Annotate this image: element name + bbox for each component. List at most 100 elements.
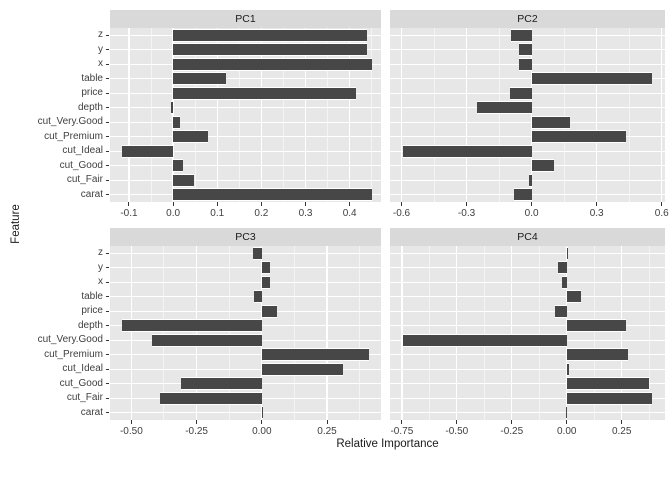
bar-pc1-cut_Very.Good <box>173 115 180 129</box>
x-tick-label: 0.6 <box>654 207 669 219</box>
x-tick-label: -0.6 <box>392 207 411 219</box>
grid-major-x <box>261 246 263 420</box>
x-tick-mark <box>349 202 351 206</box>
y-tick-mark <box>105 34 109 36</box>
x-tick-mark <box>196 420 198 424</box>
y-tick-mark <box>105 310 109 312</box>
bar-pc1-y <box>173 43 368 57</box>
x-tick-label: 0.3 <box>298 207 313 219</box>
y-tick-label-cut_Ideal: cut_Ideal <box>62 363 103 375</box>
grid-major-y <box>110 165 381 167</box>
y-tick-mark <box>105 383 109 385</box>
x-tick-mark <box>596 202 598 206</box>
y-tick-label-y: y <box>98 261 103 273</box>
bar-pc3-cut_Very.Good <box>152 333 262 347</box>
x-tick-mark <box>456 420 458 424</box>
y-tick-label-cut_Fair: cut_Fair <box>66 174 103 186</box>
grid-major-x <box>130 246 133 420</box>
grid-major-x <box>465 28 468 202</box>
grid-major-x <box>661 28 663 202</box>
bar-pc4-table <box>566 290 582 304</box>
grid-minor-x <box>428 246 430 420</box>
grid-minor-x <box>359 246 361 420</box>
bar-pc1-price <box>173 86 357 100</box>
bar-pc1-cut_Premium <box>173 130 209 144</box>
x-tick-mark <box>260 202 262 206</box>
grid-minor-x <box>498 28 500 202</box>
grid-minor-x <box>648 246 650 420</box>
x-tick-label: 0.00 <box>557 425 577 437</box>
grid-major-x <box>456 246 458 420</box>
grid-major-y <box>110 281 381 283</box>
grid-major-y <box>110 136 381 138</box>
grid-major-y <box>390 179 665 181</box>
y-tick-label-depth: depth <box>77 101 103 113</box>
x-tick-mark <box>130 420 132 424</box>
x-tick-mark <box>511 420 513 424</box>
facet-strip-label-pc2: PC2 <box>517 12 538 25</box>
bar-pc3-depth <box>122 319 262 333</box>
grid-major-x <box>326 246 328 420</box>
grid-major-x <box>566 246 568 420</box>
x-tick-label: 0.0 <box>524 207 539 219</box>
bar-pc4-cut_Very.Good <box>402 333 567 347</box>
x-tick-mark <box>531 202 533 206</box>
facet-strip-pc1: PC1 <box>110 10 381 28</box>
y-tick-label-table: table <box>81 72 103 84</box>
y-tick-label-y: y <box>98 43 103 55</box>
grid-major-x <box>195 246 198 420</box>
bar-pc1-cut_Fair <box>173 173 195 187</box>
bar-pc3-cut_Premium <box>261 348 369 362</box>
x-tick-label: -0.25 <box>500 425 524 437</box>
x-tick-label: 0.1 <box>210 207 225 219</box>
x-tick-mark <box>261 420 263 424</box>
bar-pc4-x <box>562 275 567 289</box>
y-tick-label-carat: carat <box>80 188 103 200</box>
x-tick-label: -0.50 <box>445 425 469 437</box>
grid-major-y <box>110 354 381 356</box>
bar-pc2-price <box>509 86 532 100</box>
grid-major-y <box>390 136 665 138</box>
bar-pc3-table <box>253 290 262 304</box>
y-tick-mark <box>105 325 109 327</box>
grid-minor-x <box>150 28 152 202</box>
y-tick-label-cut_Fair: cut_Fair <box>66 392 103 404</box>
bar-pc2-cut_Very.Good <box>531 115 570 129</box>
bar-pc4-cut_Premium <box>566 348 629 362</box>
x-tick-mark <box>401 420 403 424</box>
grid-major-x <box>401 246 403 420</box>
y-tick-mark <box>105 136 109 138</box>
bar-pc4-cut_Fair <box>566 391 653 405</box>
x-tick-mark <box>128 202 130 206</box>
grid-minor-x <box>538 246 540 420</box>
grid-major-x <box>400 28 403 202</box>
y-tick-mark <box>105 179 109 181</box>
bar-pc2-cut_Ideal <box>402 144 532 158</box>
bar-pc1-carat <box>173 188 372 202</box>
grid-minor-x <box>628 28 630 202</box>
y-tick-label-cut_Very.Good: cut_Very.Good <box>37 116 103 128</box>
bar-pc4-z <box>566 246 568 260</box>
y-tick-mark <box>105 296 109 298</box>
x-tick-mark <box>621 420 623 424</box>
x-tick-label: 0.2 <box>254 207 269 219</box>
bar-pc1-table <box>173 72 227 86</box>
y-tick-mark <box>105 368 109 370</box>
grid-minor-x <box>327 28 329 202</box>
grid-minor-x <box>228 246 230 420</box>
grid-minor-x <box>163 246 165 420</box>
bar-pc1-cut_Good <box>173 159 183 173</box>
bar-pc2-table <box>531 72 652 86</box>
bar-pc2-cut_Good <box>531 159 555 173</box>
grid-major-y <box>390 397 665 399</box>
grid-major-x <box>596 28 598 202</box>
bar-pc3-price <box>261 304 278 318</box>
grid-major-y <box>110 267 381 269</box>
grid-major-y <box>110 252 381 254</box>
bar-pc2-carat <box>514 188 532 202</box>
grid-major-x <box>530 28 533 202</box>
y-tick-mark <box>105 397 109 399</box>
grid-minor-x <box>563 28 565 202</box>
y-tick-mark <box>105 252 109 254</box>
